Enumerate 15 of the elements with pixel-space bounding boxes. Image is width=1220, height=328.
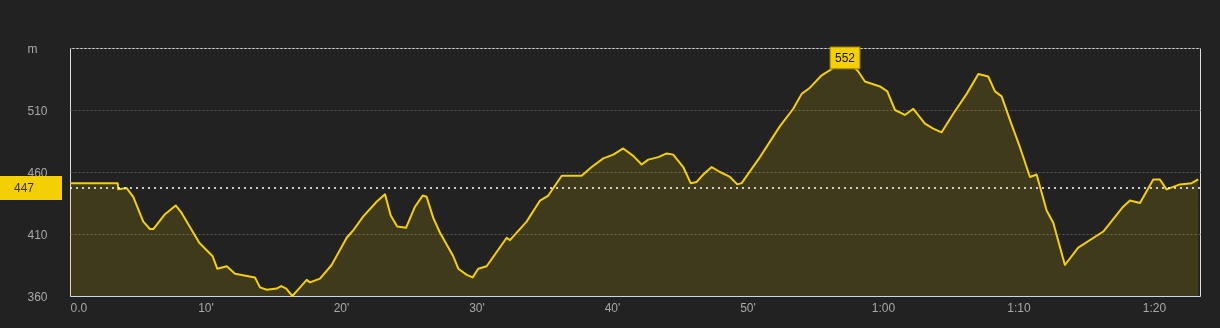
x-tick-label: 1:00 (871, 300, 896, 315)
x-tick-label: 50' (740, 300, 756, 315)
ref-line-label: 447 (13, 181, 35, 196)
y-tick-label: m (27, 41, 38, 56)
x-tick-label: 10' (198, 300, 214, 315)
x-tick-label: 0.0 (70, 300, 88, 315)
y-tick-label: 510 (27, 103, 48, 118)
x-tick-label: 1:20 (1142, 300, 1167, 315)
y-tick-label: 360 (27, 289, 48, 304)
x-tick-label: 30' (469, 300, 485, 315)
y-tick-label: 410 (27, 227, 48, 242)
x-tick-label: 40' (604, 300, 621, 315)
x-tick-label: 1:10 (1007, 300, 1031, 315)
annotation: 552 (835, 50, 856, 65)
x-tick-label: 20' (333, 300, 350, 315)
